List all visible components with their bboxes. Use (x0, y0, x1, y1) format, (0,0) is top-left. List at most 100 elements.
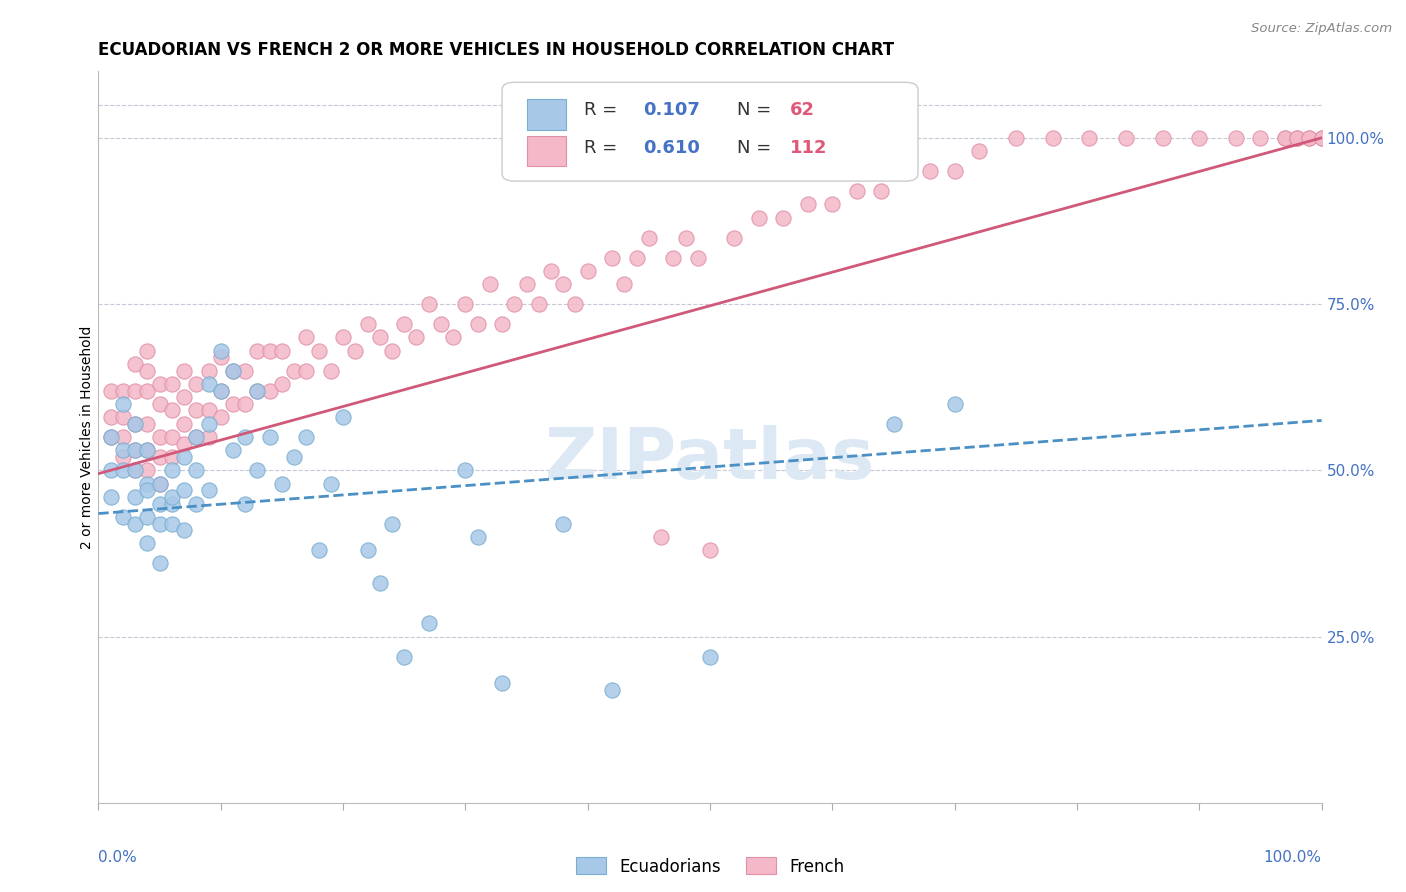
Point (283, 363, 305, 377)
Point (160, 450, 183, 464)
Point (233, 363, 256, 377)
Text: ZIPatlas: ZIPatlas (546, 425, 875, 493)
Text: R =: R = (583, 139, 623, 157)
Point (149, 516, 172, 531)
Point (173, 483, 195, 498)
Point (650, 530, 672, 544)
Point (197, 430, 219, 444)
Text: N =: N = (737, 139, 778, 157)
Text: 100.0%: 100.0% (1264, 850, 1322, 865)
Point (149, 497, 172, 511)
Point (613, 277, 636, 292)
Point (136, 443, 159, 458)
Point (111, 443, 134, 458)
Point (503, 297, 526, 311)
Point (160, 490, 183, 504)
Point (797, 197, 820, 211)
Point (430, 317, 453, 331)
Point (124, 443, 146, 458)
Point (553, 277, 575, 292)
Point (1188, 131, 1211, 145)
Point (259, 343, 281, 358)
Point (332, 410, 354, 425)
Point (1004, 131, 1026, 145)
Point (173, 450, 195, 464)
Point (1225, 131, 1247, 145)
Point (368, 330, 391, 344)
Point (356, 317, 378, 331)
Point (124, 463, 146, 477)
Point (209, 343, 232, 358)
Point (100, 410, 122, 425)
Point (1115, 131, 1137, 145)
Point (149, 450, 172, 464)
Point (381, 516, 404, 531)
Point (160, 463, 183, 477)
Point (454, 463, 477, 477)
Point (246, 343, 269, 358)
Point (894, 164, 917, 178)
FancyBboxPatch shape (526, 136, 565, 167)
Point (149, 430, 172, 444)
Point (308, 343, 330, 358)
Point (160, 403, 183, 417)
Point (222, 363, 245, 377)
Point (392, 317, 416, 331)
Text: 0.0%: 0.0% (98, 850, 138, 865)
Point (111, 397, 134, 411)
Point (845, 184, 868, 198)
Point (259, 384, 281, 398)
Point (246, 384, 269, 398)
Point (149, 557, 172, 571)
Point (967, 144, 990, 158)
Point (1249, 131, 1271, 145)
Point (160, 430, 183, 444)
Point (381, 343, 404, 358)
Point (124, 463, 146, 477)
Point (748, 211, 770, 225)
Point (160, 497, 183, 511)
Point (100, 430, 122, 444)
Point (124, 384, 146, 398)
Point (344, 343, 367, 358)
Text: 112: 112 (790, 139, 827, 157)
Point (246, 463, 269, 477)
Text: R =: R = (583, 101, 623, 120)
Point (491, 676, 513, 690)
Text: Source: ZipAtlas.com: Source: ZipAtlas.com (1251, 22, 1392, 36)
Point (405, 330, 427, 344)
Point (1298, 131, 1320, 145)
Point (1274, 131, 1296, 145)
Point (124, 516, 146, 531)
Point (186, 463, 208, 477)
Point (454, 297, 477, 311)
Point (222, 443, 245, 458)
Point (491, 317, 513, 331)
Point (173, 523, 195, 537)
Text: 62: 62 (790, 101, 814, 120)
Point (515, 277, 537, 292)
Point (173, 390, 195, 404)
Point (283, 450, 305, 464)
Point (418, 297, 440, 311)
Point (270, 343, 294, 358)
Point (197, 483, 219, 498)
Point (209, 351, 232, 365)
Point (600, 251, 623, 265)
Point (1298, 131, 1320, 145)
Point (124, 417, 146, 431)
Text: 0.610: 0.610 (643, 139, 700, 157)
FancyBboxPatch shape (526, 99, 565, 130)
FancyBboxPatch shape (502, 82, 918, 181)
Point (600, 682, 623, 697)
Point (686, 251, 709, 265)
Legend: Ecuadorians, French: Ecuadorians, French (569, 851, 851, 882)
Point (295, 430, 318, 444)
Point (136, 536, 159, 550)
Point (772, 211, 794, 225)
Point (392, 649, 416, 664)
Point (111, 430, 134, 444)
Point (124, 443, 146, 458)
Point (186, 430, 208, 444)
Point (1286, 131, 1309, 145)
